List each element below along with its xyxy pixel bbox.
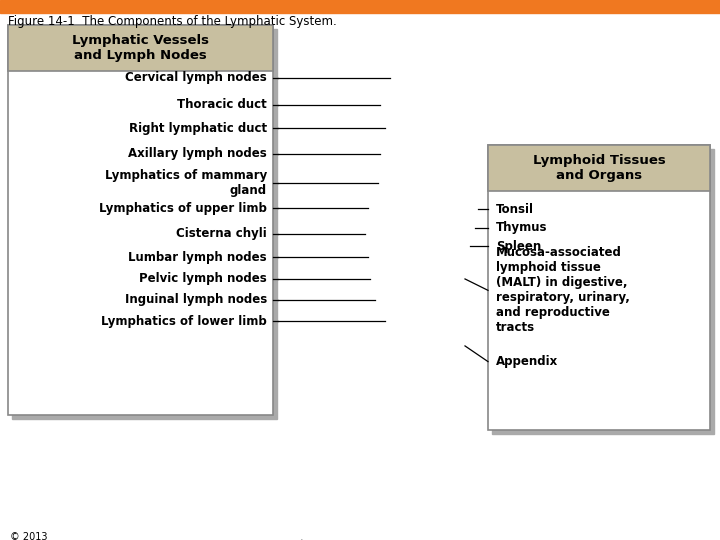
Text: Lymphatics of mammary
gland: Lymphatics of mammary gland: [104, 169, 267, 197]
Text: Figure 14-1  The Components of the Lymphatic System.: Figure 14-1 The Components of the Lympha…: [8, 15, 337, 28]
Bar: [488, 145, 710, 191]
Bar: [12, 29, 277, 419]
Text: © 2013: © 2013: [10, 532, 48, 540]
Text: Tonsil: Tonsil: [496, 202, 534, 215]
Bar: [8, 25, 273, 71]
Text: Inguinal lymph nodes: Inguinal lymph nodes: [125, 293, 267, 306]
Text: Lymphatics of upper limb: Lymphatics of upper limb: [99, 202, 267, 215]
Bar: [8, 25, 273, 415]
Text: Lymphoid Tissues
and Organs: Lymphoid Tissues and Organs: [533, 154, 665, 182]
Text: Pelvic lymph nodes: Pelvic lymph nodes: [139, 272, 267, 285]
Text: Axillary lymph nodes: Axillary lymph nodes: [128, 147, 267, 160]
Text: Right lymphatic duct: Right lymphatic duct: [129, 122, 267, 135]
Text: Thoracic duct: Thoracic duct: [177, 98, 267, 111]
Bar: [492, 149, 714, 434]
Text: Cisterna chyli: Cisterna chyli: [176, 227, 267, 240]
Text: .: .: [300, 532, 304, 540]
Text: Lymphatic Vessels
and Lymph Nodes: Lymphatic Vessels and Lymph Nodes: [72, 34, 209, 62]
Text: Cervical lymph nodes: Cervical lymph nodes: [125, 71, 267, 84]
Bar: [488, 145, 710, 430]
Text: Thymus: Thymus: [496, 221, 547, 234]
Text: Lymphatics of lower limb: Lymphatics of lower limb: [102, 315, 267, 328]
Text: Lumbar lymph nodes: Lumbar lymph nodes: [128, 251, 267, 264]
Text: Appendix: Appendix: [496, 355, 558, 368]
Text: Spleen: Spleen: [496, 240, 541, 253]
Text: Mucosa-associated
lymphoid tissue
(MALT) in digestive,
respiratory, urinary,
and: Mucosa-associated lymphoid tissue (MALT)…: [496, 246, 630, 334]
Bar: [0, 0, 720, 13]
